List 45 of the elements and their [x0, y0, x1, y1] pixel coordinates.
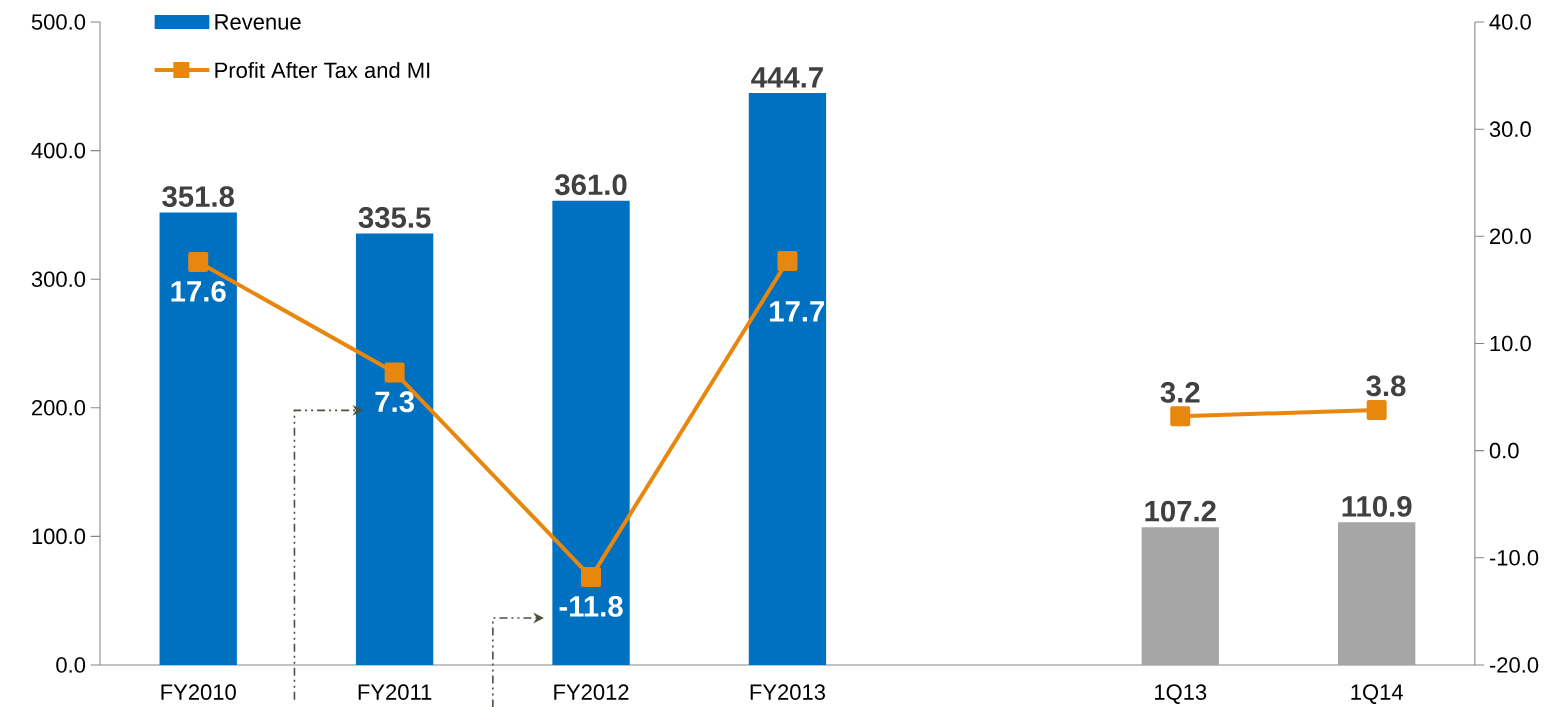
data-label: 361.0 — [555, 174, 627, 196]
data-label: 3.2 — [1160, 381, 1200, 403]
y-tick-label: 400.0 — [31, 142, 86, 159]
x-tick-label: 1Q14 — [1351, 684, 1403, 704]
data-label: 3.8 — [1366, 375, 1406, 397]
data-label: 444.7 — [751, 67, 823, 88]
bar — [1338, 522, 1416, 665]
data-label: 351.8 — [162, 186, 235, 207]
data-label: 335.5 — [358, 207, 431, 228]
x-tick-label: 1Q13 — [1155, 684, 1207, 704]
legend-label: Profit After Tax and MI — [215, 61, 430, 79]
data-label: 7.3 — [375, 391, 414, 413]
data-label: 107.2 — [1145, 500, 1216, 522]
y2-tick-label: 20.0 — [1490, 228, 1531, 245]
y-tick-label: 200.0 — [32, 399, 86, 416]
y2-tick-label: 0.0 — [1489, 442, 1519, 459]
data-label: -11.8 — [559, 596, 623, 617]
point — [188, 252, 209, 273]
y-tick-label: 0.0 — [56, 657, 86, 673]
x-tick-label: FY2012 — [554, 684, 629, 700]
x-tick-label: FY2011 — [358, 684, 432, 700]
point — [1170, 406, 1191, 427]
x-tick-label: FY2013 — [750, 684, 825, 700]
y2-tick-label: 40.0 — [1489, 14, 1531, 30]
bar — [1141, 527, 1219, 665]
y-tick-label: 500.0 — [31, 14, 86, 30]
x-tick-label: FY2010 — [161, 684, 236, 700]
y2-tick-label: 10.0 — [1490, 335, 1531, 352]
y-tick-label: 100.0 — [32, 528, 86, 545]
y2-tick-label: -20.0 — [1489, 657, 1539, 673]
data-label: 17.6 — [171, 280, 226, 302]
bar — [159, 212, 237, 665]
data-label: 17.7 — [770, 301, 825, 322]
legend-label: Revenue — [215, 14, 301, 30]
y2-tick-label: 30.0 — [1489, 121, 1531, 137]
y-tick-label: 300.0 — [31, 271, 86, 287]
y2-tick-label: -10.0 — [1489, 550, 1539, 566]
point — [1366, 399, 1387, 420]
bar — [748, 93, 827, 665]
point — [581, 567, 602, 588]
point — [777, 250, 798, 271]
point — [384, 362, 405, 383]
bar — [355, 233, 434, 665]
data-label: 110.9 — [1342, 495, 1412, 517]
bar — [552, 200, 630, 665]
